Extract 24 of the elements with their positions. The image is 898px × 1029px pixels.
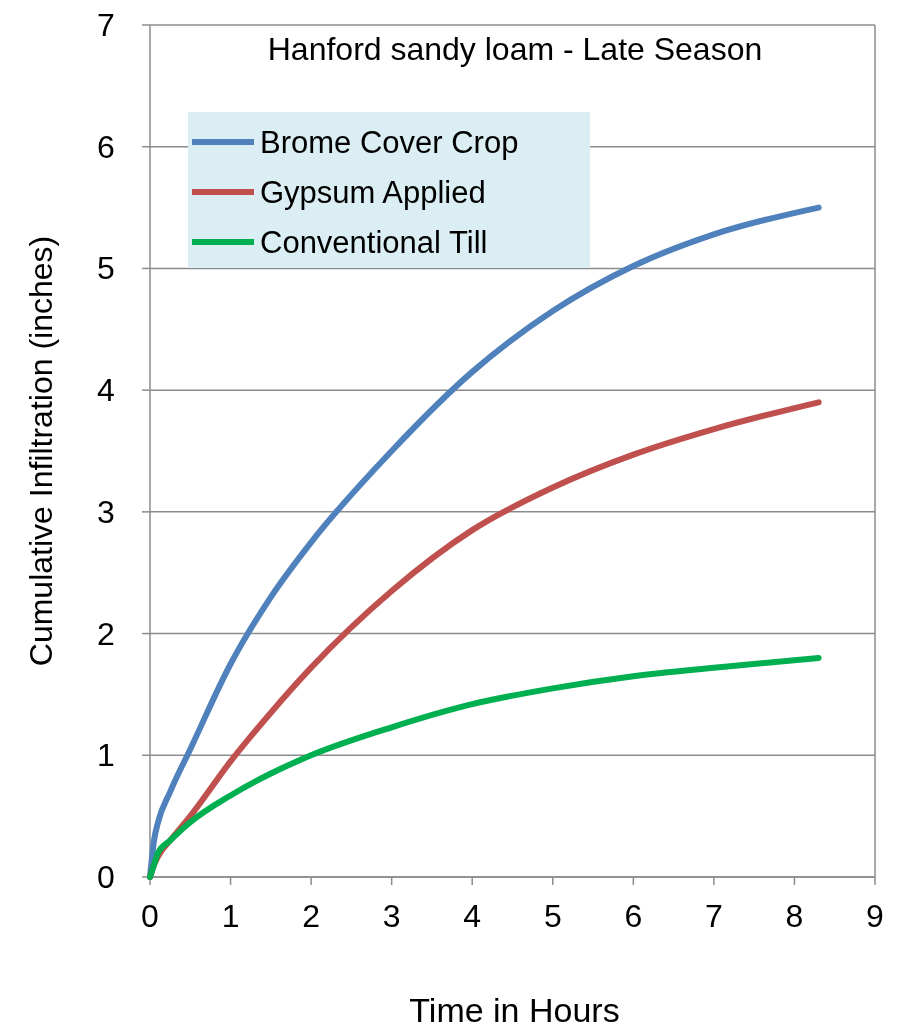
legend-label: Conventional Till <box>260 225 488 260</box>
x-tick-label: 3 <box>382 898 401 934</box>
y-tick-label: 1 <box>97 737 115 774</box>
y-tick-label: 0 <box>97 859 115 895</box>
legend-label: Brome Cover Crop <box>260 125 519 160</box>
x-axis-title: Time in Hours <box>409 991 620 1029</box>
y-tick-label: 7 <box>97 7 115 43</box>
x-tick-label: 9 <box>866 898 884 934</box>
y-tick-label: 4 <box>97 372 115 409</box>
legend-label: Gypsum Applied <box>260 175 486 210</box>
x-tick-label: 0 <box>141 898 159 934</box>
chart-title: Hanford sandy loam - Late Season <box>267 31 763 67</box>
x-tick-label: 8 <box>785 898 804 934</box>
y-tick-label: 2 <box>97 615 115 652</box>
y-tick-label: 3 <box>97 493 115 530</box>
y-tick-label: 6 <box>97 128 115 165</box>
x-tick-label: 2 <box>302 898 321 934</box>
x-tick-label: 7 <box>704 898 723 934</box>
x-tick-label: 4 <box>463 898 482 934</box>
y-axis-title: Cumulative Infiltration (inches) <box>23 235 59 667</box>
y-tick-label: 5 <box>97 250 115 287</box>
x-tick-label: 1 <box>221 898 240 934</box>
x-tick-label: 6 <box>624 898 643 934</box>
x-tick-label: 5 <box>543 898 562 934</box>
